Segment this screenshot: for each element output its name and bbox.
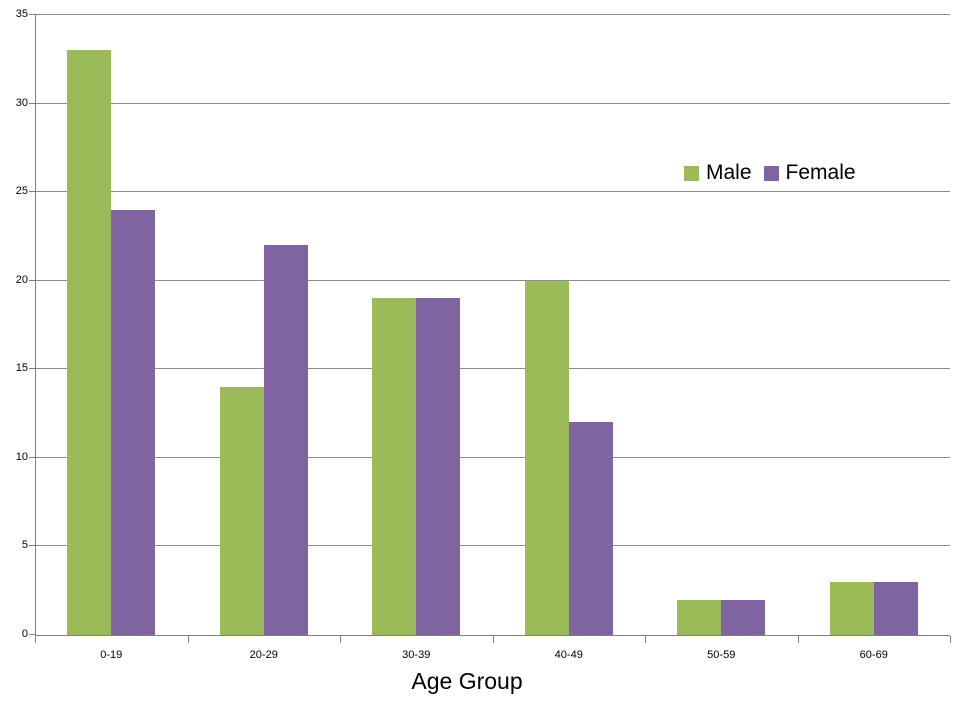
male-bar (67, 50, 112, 635)
y-axis-line (35, 15, 36, 635)
female-bar (416, 298, 461, 635)
y-gridline (35, 279, 950, 281)
y-gridline (35, 191, 950, 193)
x-axis-tick (340, 636, 341, 643)
y-axis-tick (29, 545, 36, 547)
female-bar (568, 422, 613, 635)
x-axis-title: Age Group (411, 668, 523, 694)
y-axis-tick-label: 10 (15, 450, 28, 463)
x-axis-category-label: 30-39 (402, 649, 431, 661)
female-legend-label: Female (785, 161, 856, 184)
x-axis-tick (187, 636, 189, 643)
x-axis-tick (797, 636, 799, 643)
y-axis-tick-label: 20 (15, 273, 28, 286)
x-axis-tick (35, 636, 36, 643)
y-axis-tick (29, 279, 36, 281)
male-bar (829, 581, 874, 635)
male-bar (372, 298, 417, 635)
y-axis-tick-label: 5 (21, 539, 28, 552)
y-axis-tick (29, 14, 36, 15)
x-axis-tick (950, 636, 951, 643)
y-axis-tick-label: 30 (15, 96, 28, 109)
female-bar (263, 245, 308, 635)
female-bar (721, 599, 766, 635)
y-axis-tick (29, 102, 36, 104)
x-axis-tick (492, 636, 494, 643)
male-legend-label: Male (706, 161, 752, 184)
y-gridline (35, 14, 950, 15)
y-axis-tick-label: 0 (21, 628, 28, 640)
x-axis-category-label: 60-69 (859, 649, 888, 661)
legend-item-male: Male (684, 161, 752, 185)
female-bar (873, 581, 918, 635)
x-axis-category-label: 40-49 (554, 649, 583, 661)
y-axis-tick-label: 15 (15, 362, 28, 375)
y-axis-tick-label: 35 (15, 8, 28, 20)
y-gridline (35, 456, 950, 458)
y-axis-tick (29, 634, 36, 635)
y-axis-tick-label: 25 (15, 185, 28, 198)
y-gridline (35, 102, 950, 104)
legend-item-female: Female (763, 161, 856, 185)
y-axis-tick (29, 456, 36, 458)
x-axis-line (35, 635, 950, 636)
male-bar (219, 387, 264, 635)
male-legend-swatch (684, 165, 699, 181)
male-bar (677, 599, 722, 635)
x-axis-category-label: 20-29 (249, 649, 278, 661)
y-gridline (35, 545, 950, 547)
y-axis-tick (29, 368, 36, 370)
y-axis-tick (29, 191, 36, 193)
female-legend-swatch (763, 165, 779, 181)
y-gridline (35, 368, 950, 370)
x-axis-category-label: 0-19 (100, 649, 123, 661)
x-axis-tick (645, 636, 646, 643)
female-bar (111, 209, 156, 635)
x-axis-category-label: 50-59 (707, 649, 736, 661)
legend: Male Female (684, 161, 856, 185)
male-bar (524, 280, 569, 635)
